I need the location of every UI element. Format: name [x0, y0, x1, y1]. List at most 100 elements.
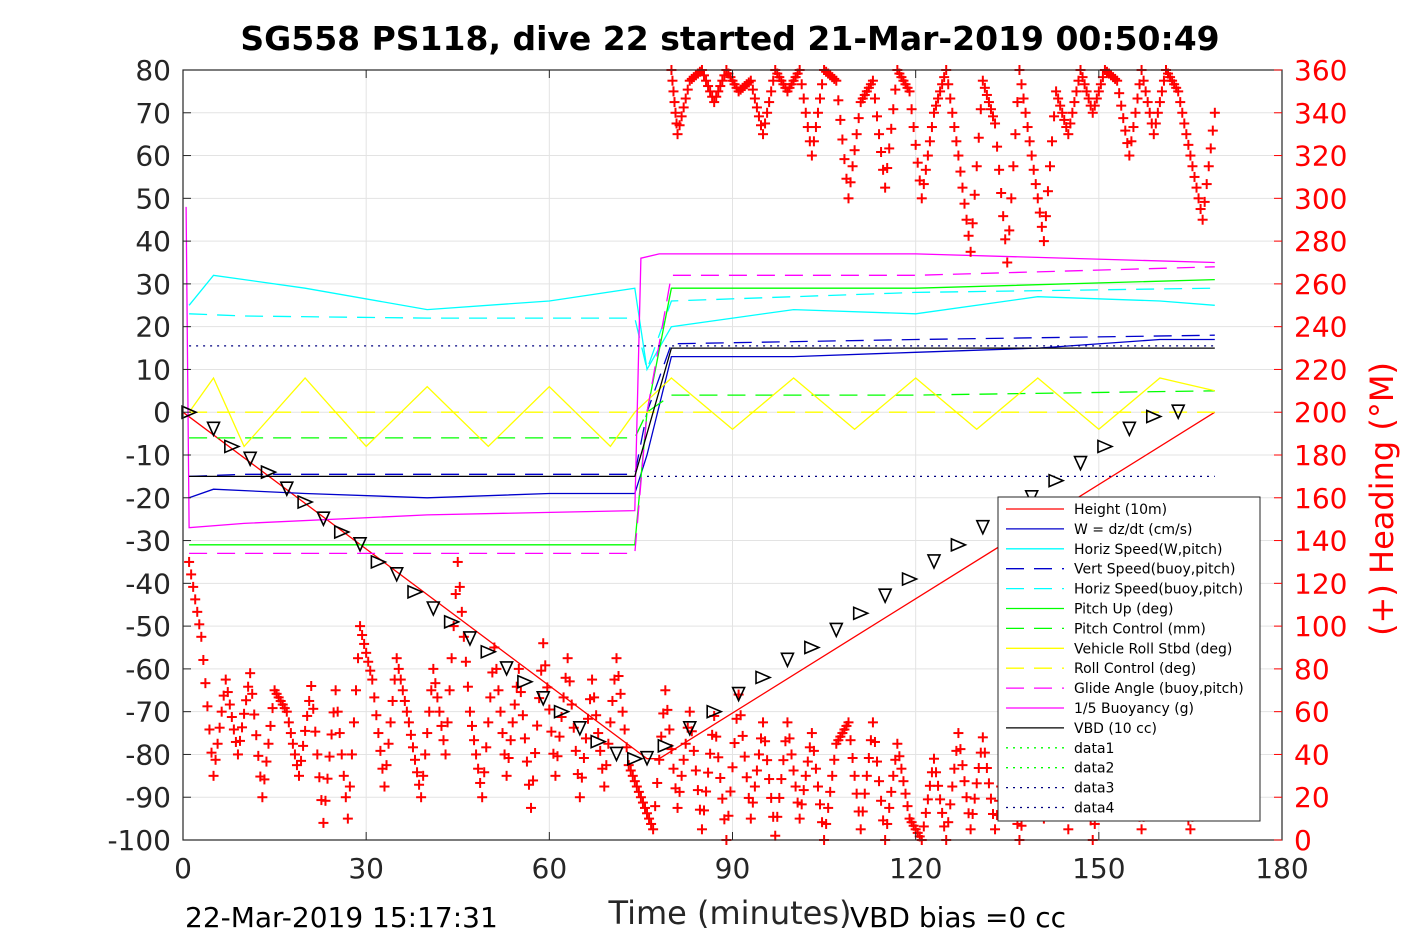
heading-high-point [953, 150, 964, 161]
heading-high-point [703, 81, 714, 92]
heading-high-point [1077, 72, 1088, 83]
y-tick-label: -70 [125, 696, 171, 729]
height-marker [426, 601, 441, 617]
heading-point [729, 738, 740, 749]
heading-point [863, 753, 874, 764]
heading-high-point [1173, 86, 1184, 97]
heading-point [515, 687, 526, 698]
legend-box [997, 496, 1261, 822]
heading-point [1185, 824, 1196, 835]
heading-high-point [882, 163, 893, 174]
heading-point [644, 813, 655, 824]
heading-high-point [973, 132, 984, 143]
right-y-tick-label: 200 [1294, 396, 1347, 429]
heading-point [725, 786, 736, 797]
heading-point [955, 744, 966, 755]
heading-point [491, 663, 502, 674]
heading-high-point [1095, 79, 1106, 90]
heading-point [464, 706, 475, 717]
heading-high-point [1030, 179, 1041, 190]
heading-high-point [922, 150, 933, 161]
y-tick-label: -20 [125, 482, 171, 515]
heading-point [287, 738, 298, 749]
heading-point [485, 692, 496, 703]
heading-point [383, 738, 394, 749]
heading-point [637, 797, 648, 808]
heading-high-point [713, 86, 724, 97]
heading-point [664, 724, 675, 735]
heading-point [375, 745, 386, 756]
heading-point [701, 786, 712, 797]
height-marker [755, 670, 773, 685]
legend-label-3: Vert Speed(buoy,pitch) [1074, 562, 1236, 578]
height-marker [926, 554, 942, 570]
heading-point [416, 792, 427, 803]
heading-point [935, 794, 946, 805]
heading-point [806, 728, 817, 739]
heading-high-point [1148, 129, 1159, 140]
heading-high-point [800, 107, 811, 118]
heading-point [601, 760, 612, 771]
heading-point [900, 788, 911, 799]
heading-point [371, 710, 382, 721]
legend-label-5: Pitch Up (deg) [1074, 602, 1173, 618]
heading-point [1063, 824, 1074, 835]
heading-point [501, 770, 512, 781]
heading-high-point [701, 75, 712, 86]
heading-point [562, 653, 573, 664]
heading-point [424, 706, 435, 717]
heading-high-point [939, 72, 950, 83]
heading-point [263, 738, 274, 749]
height-marker [297, 494, 315, 510]
heading-high-point [699, 70, 710, 81]
heading-point [760, 736, 771, 747]
height-marker [852, 606, 870, 621]
heading-point [438, 735, 449, 746]
heading-high-point [888, 104, 899, 115]
heading-high-point [884, 143, 895, 154]
heading-high-point [669, 97, 680, 108]
heading-point [410, 754, 421, 765]
heading-point [943, 817, 954, 828]
heading-high-point [670, 107, 681, 118]
heading-high-point [1012, 97, 1023, 108]
x-tick-label: 120 [889, 852, 942, 885]
height-marker [316, 511, 331, 528]
heading-point [591, 710, 602, 721]
heading-point [387, 695, 398, 706]
heading-point [713, 752, 724, 763]
heading-point [764, 774, 775, 785]
heading-point [1016, 820, 1027, 831]
heading-point [583, 713, 594, 724]
heading-high-point [1008, 161, 1019, 172]
heading-high-point [1138, 75, 1149, 86]
heading-point [749, 781, 760, 792]
height-marker [901, 571, 919, 587]
heading-high-point [992, 141, 1003, 152]
heading-point [324, 751, 335, 762]
heading-point [222, 687, 233, 698]
heading-point [509, 699, 520, 710]
heading-point [505, 735, 516, 746]
heading-point [985, 793, 996, 804]
heading-point [815, 799, 826, 810]
heading-point [796, 799, 807, 810]
heading-high-point [916, 193, 927, 204]
heading-point [876, 795, 887, 806]
heading-high-point [945, 93, 956, 104]
heading-point [532, 720, 543, 731]
height-marker [657, 738, 675, 754]
heading-point [788, 765, 799, 776]
heading-point [298, 740, 309, 751]
legend-label-0: Height (10m) [1074, 502, 1167, 518]
heading-point [544, 704, 555, 715]
heading-point [237, 722, 248, 733]
heading-high-point [1049, 111, 1060, 122]
heading-high-point [963, 230, 974, 241]
height-marker [181, 405, 199, 420]
height-marker [829, 622, 844, 639]
heading-high-point [845, 177, 856, 188]
heading-point [578, 753, 589, 764]
height-marker [975, 519, 991, 536]
heading-high-point [1207, 125, 1218, 136]
